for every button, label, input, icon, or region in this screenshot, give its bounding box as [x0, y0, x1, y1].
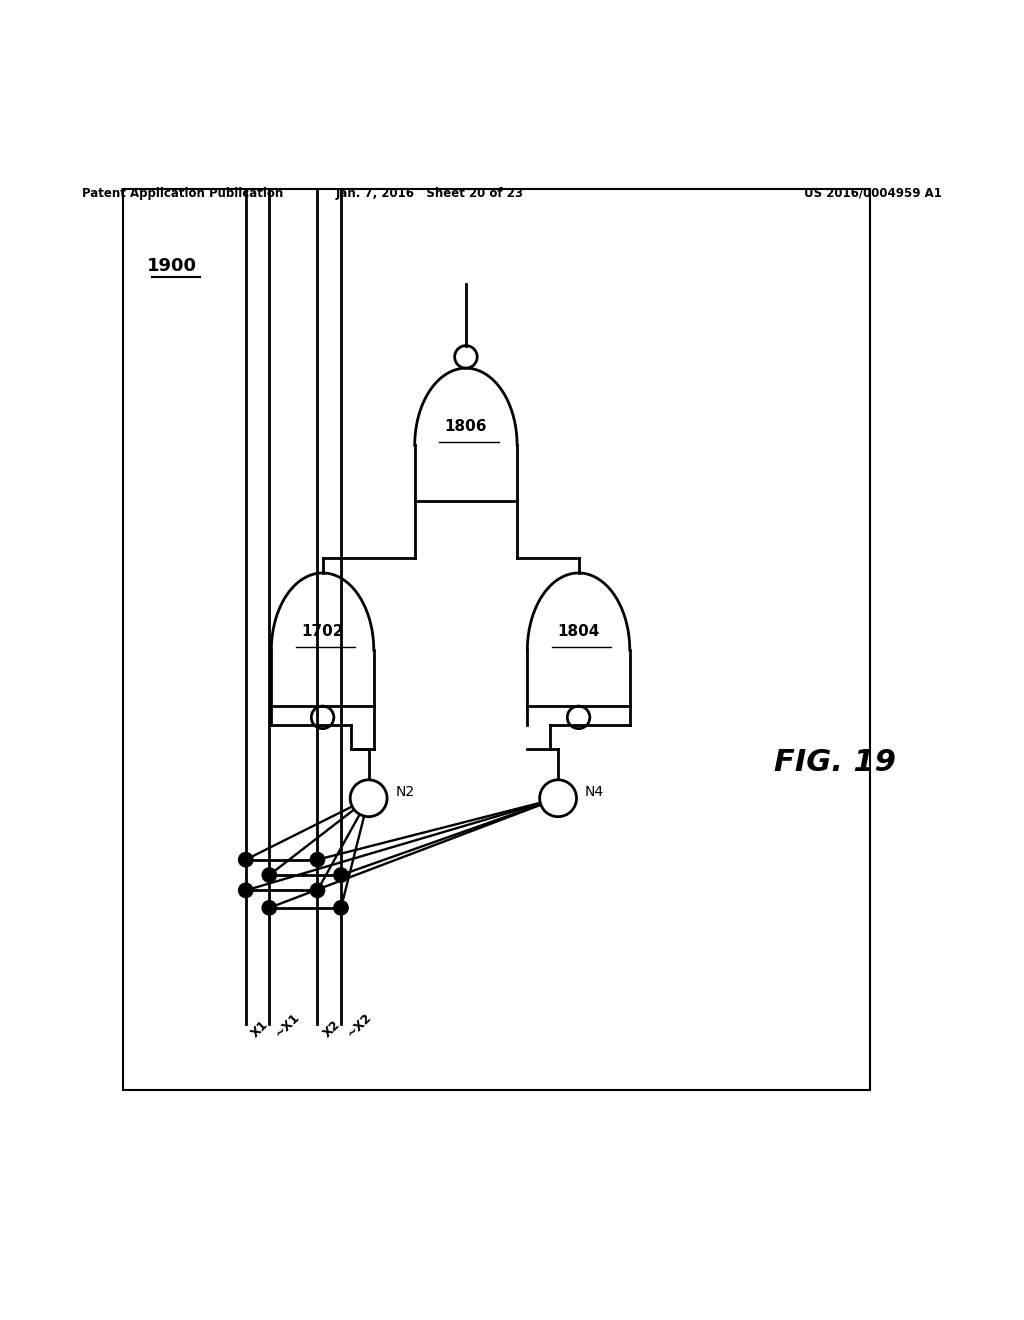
Circle shape: [350, 780, 387, 817]
Circle shape: [310, 853, 325, 867]
Circle shape: [239, 883, 253, 898]
Text: 1900: 1900: [147, 257, 197, 275]
Text: Patent Application Publication: Patent Application Publication: [82, 186, 284, 199]
Text: 1702: 1702: [301, 624, 344, 639]
Text: 1806: 1806: [444, 418, 487, 434]
Text: FIG. 19: FIG. 19: [773, 748, 896, 777]
Text: X2: X2: [321, 1018, 343, 1040]
Text: Jan. 7, 2016   Sheet 20 of 23: Jan. 7, 2016 Sheet 20 of 23: [336, 186, 524, 199]
Text: US 2016/0004959 A1: US 2016/0004959 A1: [804, 186, 942, 199]
Bar: [123, 189, 870, 1090]
Text: ~X2: ~X2: [344, 1010, 374, 1040]
Circle shape: [239, 853, 253, 867]
Text: N4: N4: [585, 785, 604, 799]
Circle shape: [262, 867, 276, 882]
Circle shape: [262, 900, 276, 915]
Circle shape: [540, 780, 577, 817]
Circle shape: [334, 900, 348, 915]
Text: 1804: 1804: [557, 624, 600, 639]
Text: N2: N2: [395, 785, 415, 799]
Text: ~X1: ~X1: [272, 1010, 302, 1040]
Circle shape: [310, 883, 325, 898]
Text: X1: X1: [249, 1018, 271, 1040]
Circle shape: [334, 867, 348, 882]
